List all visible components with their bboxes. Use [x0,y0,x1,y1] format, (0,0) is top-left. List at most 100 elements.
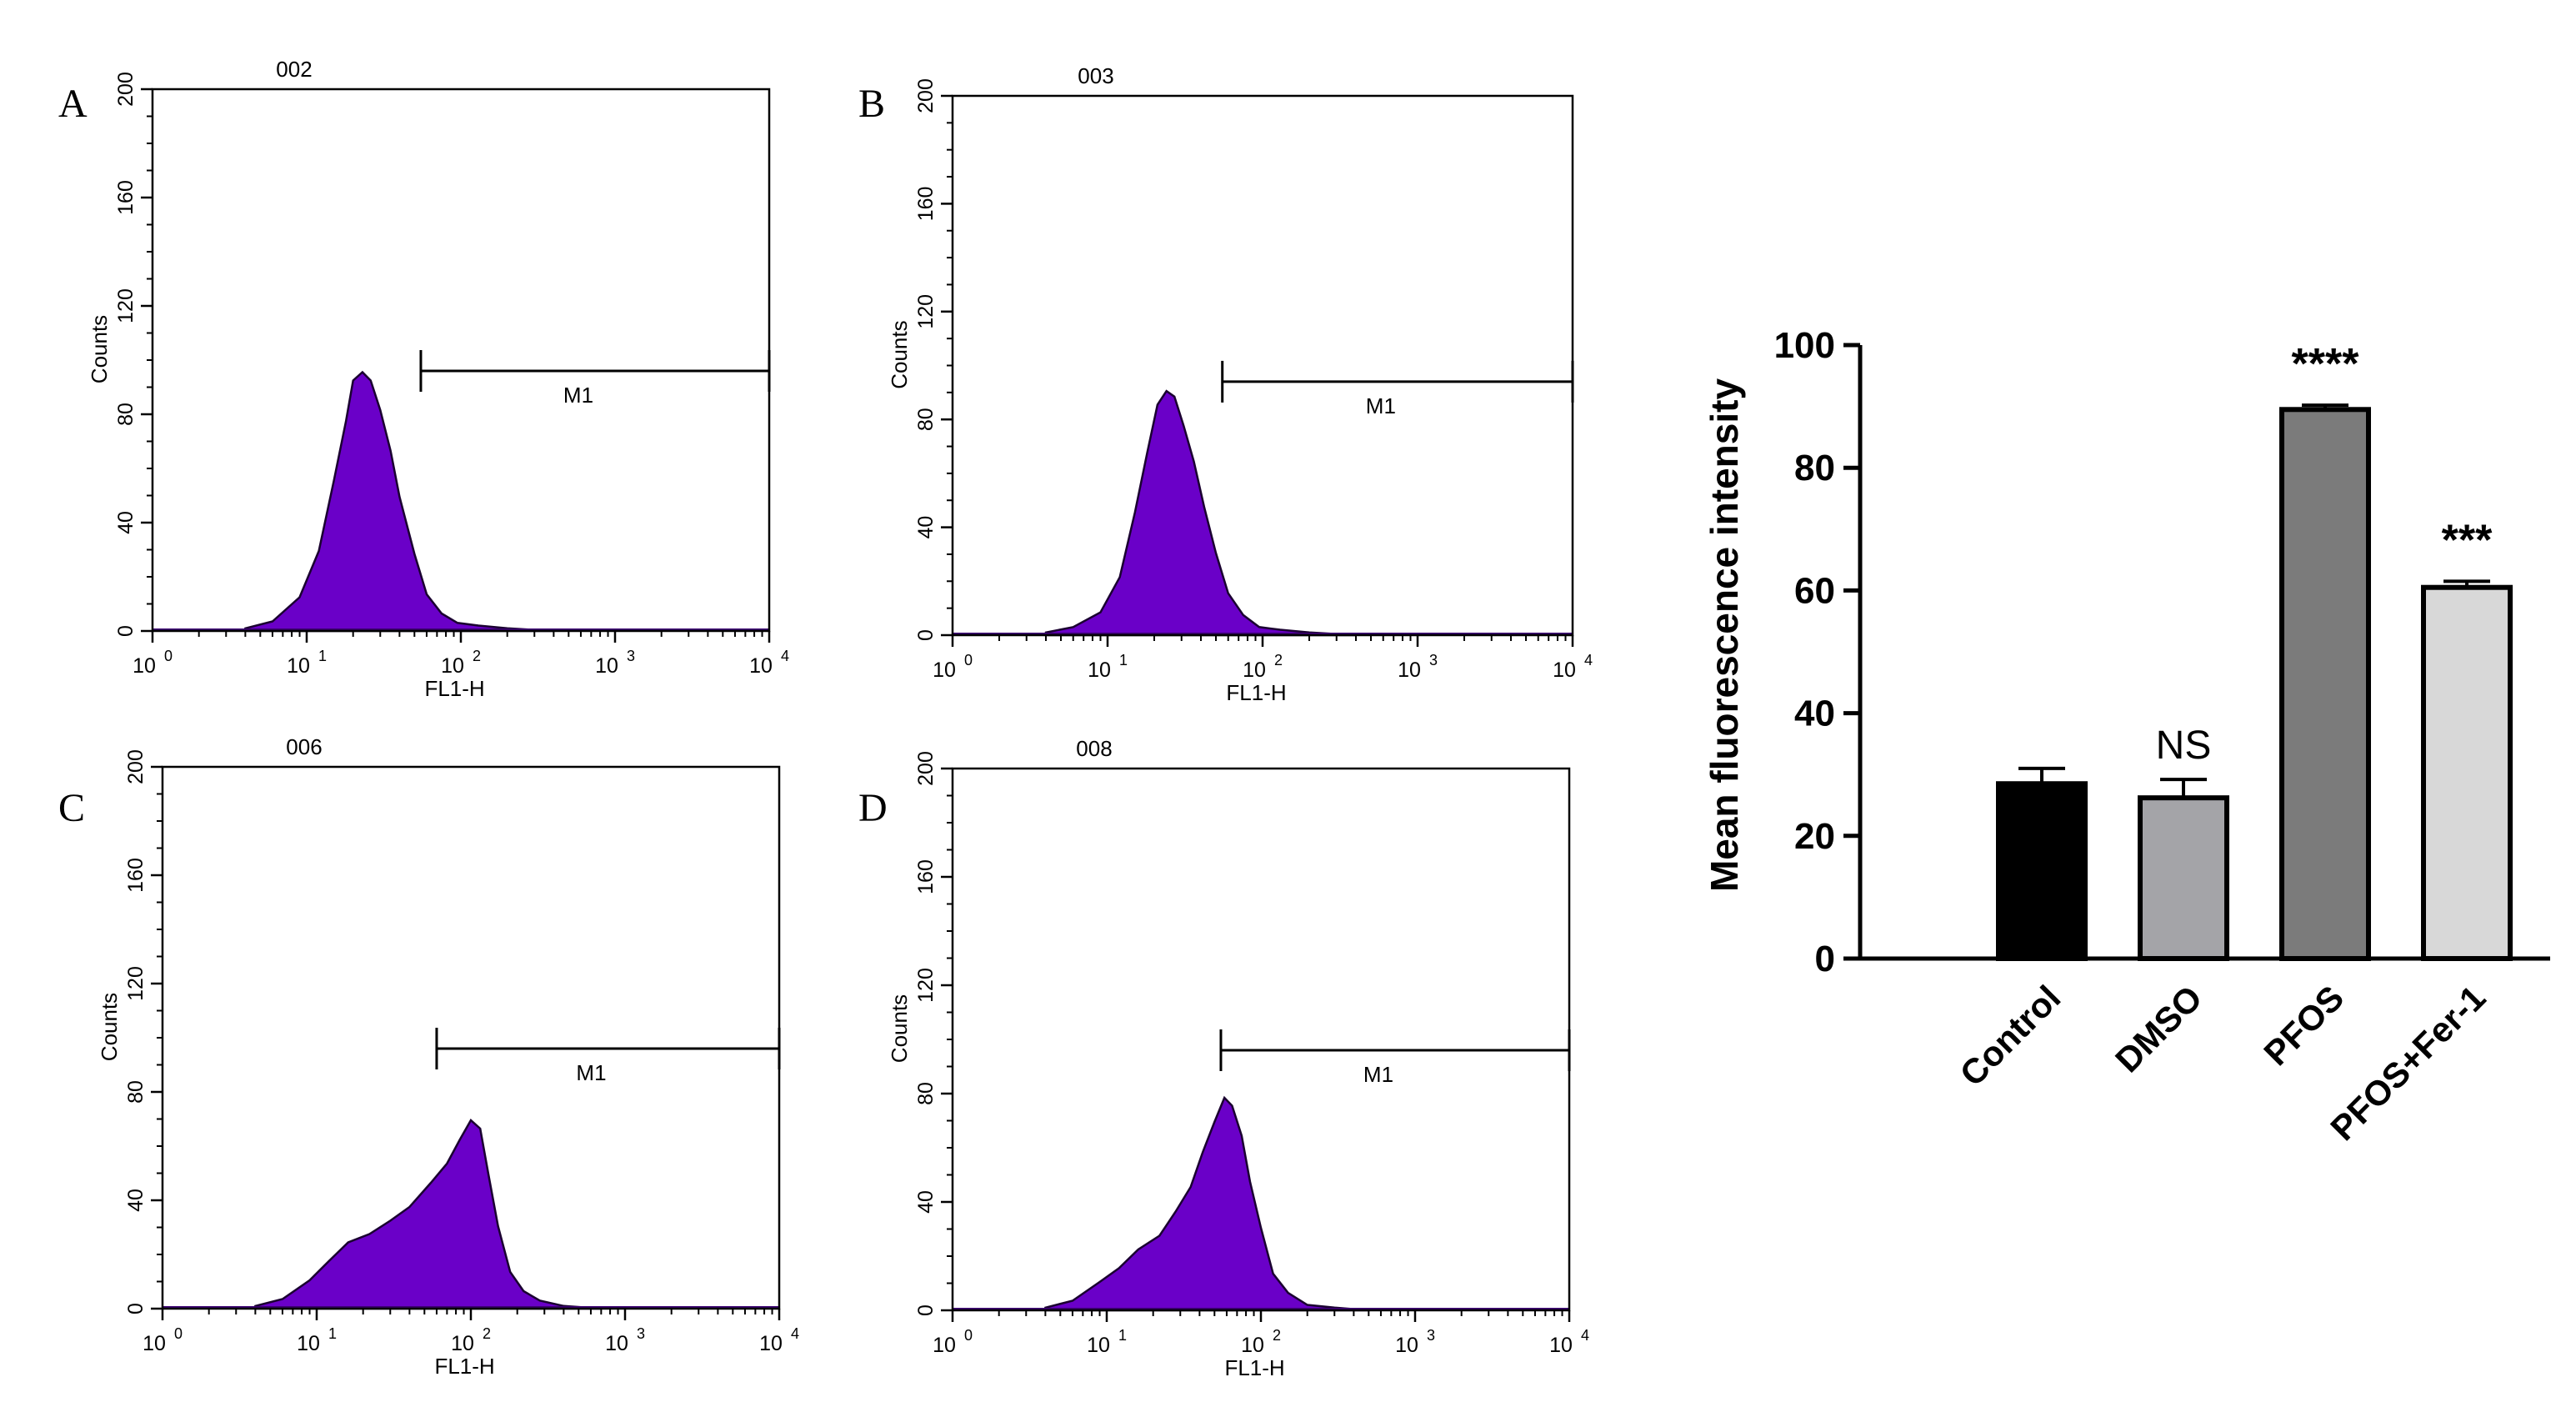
x-tick-exponent: 4 [781,648,789,664]
x-tick-label: 10 [1549,1334,1573,1357]
histogram-title: 006 [286,734,322,759]
histogram-title: 003 [1078,63,1113,88]
x-tick-label: 10 [1241,1334,1264,1357]
x-axis-label: FL1-H [434,1354,494,1379]
y-tick-label: 40 [1794,693,1835,734]
gate-label: M1 [1366,393,1396,418]
x-tick-exponent: 0 [164,648,173,664]
panel-letter: A [58,82,88,126]
x-tick-exponent: 4 [1581,1327,1589,1344]
significance-label: *** [2442,516,2493,564]
y-tick-label: 80 [124,1080,148,1104]
plot-frame [951,94,1574,637]
histogram-area [244,370,554,633]
significance-label: **** [2292,340,2360,388]
x-tick-label: 10 [1553,658,1576,682]
x-tick-label: 10 [1398,658,1421,682]
histogram-panel-a: A 002 0 40 80 120 160 200 10 0 10 1 10 2 10 3 10 4 FL1-H Co… [58,57,789,701]
bar-pfos [2279,407,2371,961]
category-label: PFOS [2256,978,2351,1073]
y-tick-label: 60 [1794,570,1835,611]
y-tick-label: 0 [114,625,138,637]
y-tick-label: 40 [114,511,138,534]
y-tick-label: 160 [914,187,938,222]
y-tick-label: 200 [914,78,938,113]
x-tick-exponent: 4 [791,1325,799,1342]
gate-label: M1 [576,1060,606,1085]
x-tick-exponent: 3 [1429,652,1438,668]
y-tick-label: 40 [124,1189,148,1212]
histogram-area [1044,389,1357,637]
y-axis-label: Mean fluorescence intensity [1703,378,1746,892]
x-tick-exponent: 2 [473,648,481,664]
histogram-panel-d: D 008 0 40 80 120 160 200 10 0 10 1 10 2 10 3 10 4 FL1-H Co… [858,736,1589,1380]
plot-frame [151,88,771,633]
x-tick-label: 10 [1087,1334,1110,1357]
y-axis-label: Counts [87,315,112,383]
y-tick-label: 100 [1774,325,1835,366]
bar-dmso [2138,795,2229,962]
x-tick-exponent: 0 [964,652,973,668]
x-tick-label: 10 [933,658,956,682]
y-tick-label: 0 [1815,939,1835,979]
panel-letter: B [858,82,885,126]
histogram-title: 008 [1076,736,1112,761]
y-tick-label: 80 [1794,448,1835,488]
x-tick-label: 10 [1395,1334,1418,1357]
y-tick-label: 160 [914,859,938,894]
y-tick-label: 200 [114,72,138,107]
y-tick-label: 120 [124,966,148,1001]
y-tick-label: 120 [914,294,938,329]
y-tick-label: 20 [1794,816,1835,857]
y-tick-label: 160 [114,180,138,215]
x-tick-label: 10 [595,654,618,678]
x-tick-exponent: 3 [637,1325,645,1342]
significance-label: NS [2156,724,2212,768]
y-tick-label: 80 [914,408,938,431]
y-tick-label: 0 [914,1304,938,1316]
x-tick-exponent: 3 [1427,1327,1435,1344]
y-tick-label: 160 [124,858,148,893]
y-tick-label: 120 [914,968,938,1003]
x-tick-exponent: 2 [1273,1327,1281,1344]
x-tick-label: 10 [297,1332,320,1355]
y-axis-label: Counts [97,993,122,1061]
gate-label: M1 [563,383,593,408]
y-axis-label: Counts [887,320,912,388]
category-label: Control [1953,978,2068,1094]
x-tick-exponent: 1 [318,648,327,664]
histogram-area [1044,1095,1369,1312]
panel-letter: D [858,786,888,830]
x-axis-label: FL1-H [1226,680,1286,705]
x-tick-label: 10 [605,1332,628,1355]
y-tick-label: 120 [114,288,138,323]
gate-label: M1 [1363,1062,1393,1087]
x-tick-exponent: 2 [1274,652,1283,668]
x-tick-label: 10 [441,654,464,678]
y-tick-label: 40 [914,1190,938,1214]
x-axis-label: FL1-H [424,676,484,701]
x-axis-label: FL1-H [1224,1355,1284,1380]
histogram-panel-b: B 003 0 40 80 120 160 200 10 0 10 1 10 2 10 3 10 4 FL1-H Co… [858,63,1593,705]
y-tick-label: 80 [914,1082,938,1105]
x-tick-label: 10 [759,1332,783,1355]
histogram-area [254,1119,602,1310]
histogram-panel-c: C 006 0 40 80 120 160 200 10 0 10 1 10 2 10 3 10 4 FL1-H Co… [58,734,799,1379]
bar-pfos-fer-1 [2421,584,2513,961]
bar-chart: 0 20 40 60 80 100 Mean fluorescence intensity C… [1703,325,2550,1148]
x-tick-exponent: 0 [174,1325,183,1342]
histogram-title: 002 [276,57,312,82]
category-label: DMSO [2108,978,2209,1079]
x-tick-exponent: 3 [627,648,635,664]
x-tick-label: 10 [1088,658,1111,682]
x-tick-exponent: 0 [964,1327,973,1344]
x-tick-label: 10 [287,654,310,678]
x-tick-label: 10 [143,1332,166,1355]
x-tick-label: 10 [133,654,156,678]
y-tick-label: 80 [114,403,138,426]
y-tick-label: 0 [914,629,938,641]
y-axis-label: Counts [887,994,912,1063]
x-tick-exponent: 1 [1119,652,1128,668]
y-tick-label: 200 [124,749,148,784]
